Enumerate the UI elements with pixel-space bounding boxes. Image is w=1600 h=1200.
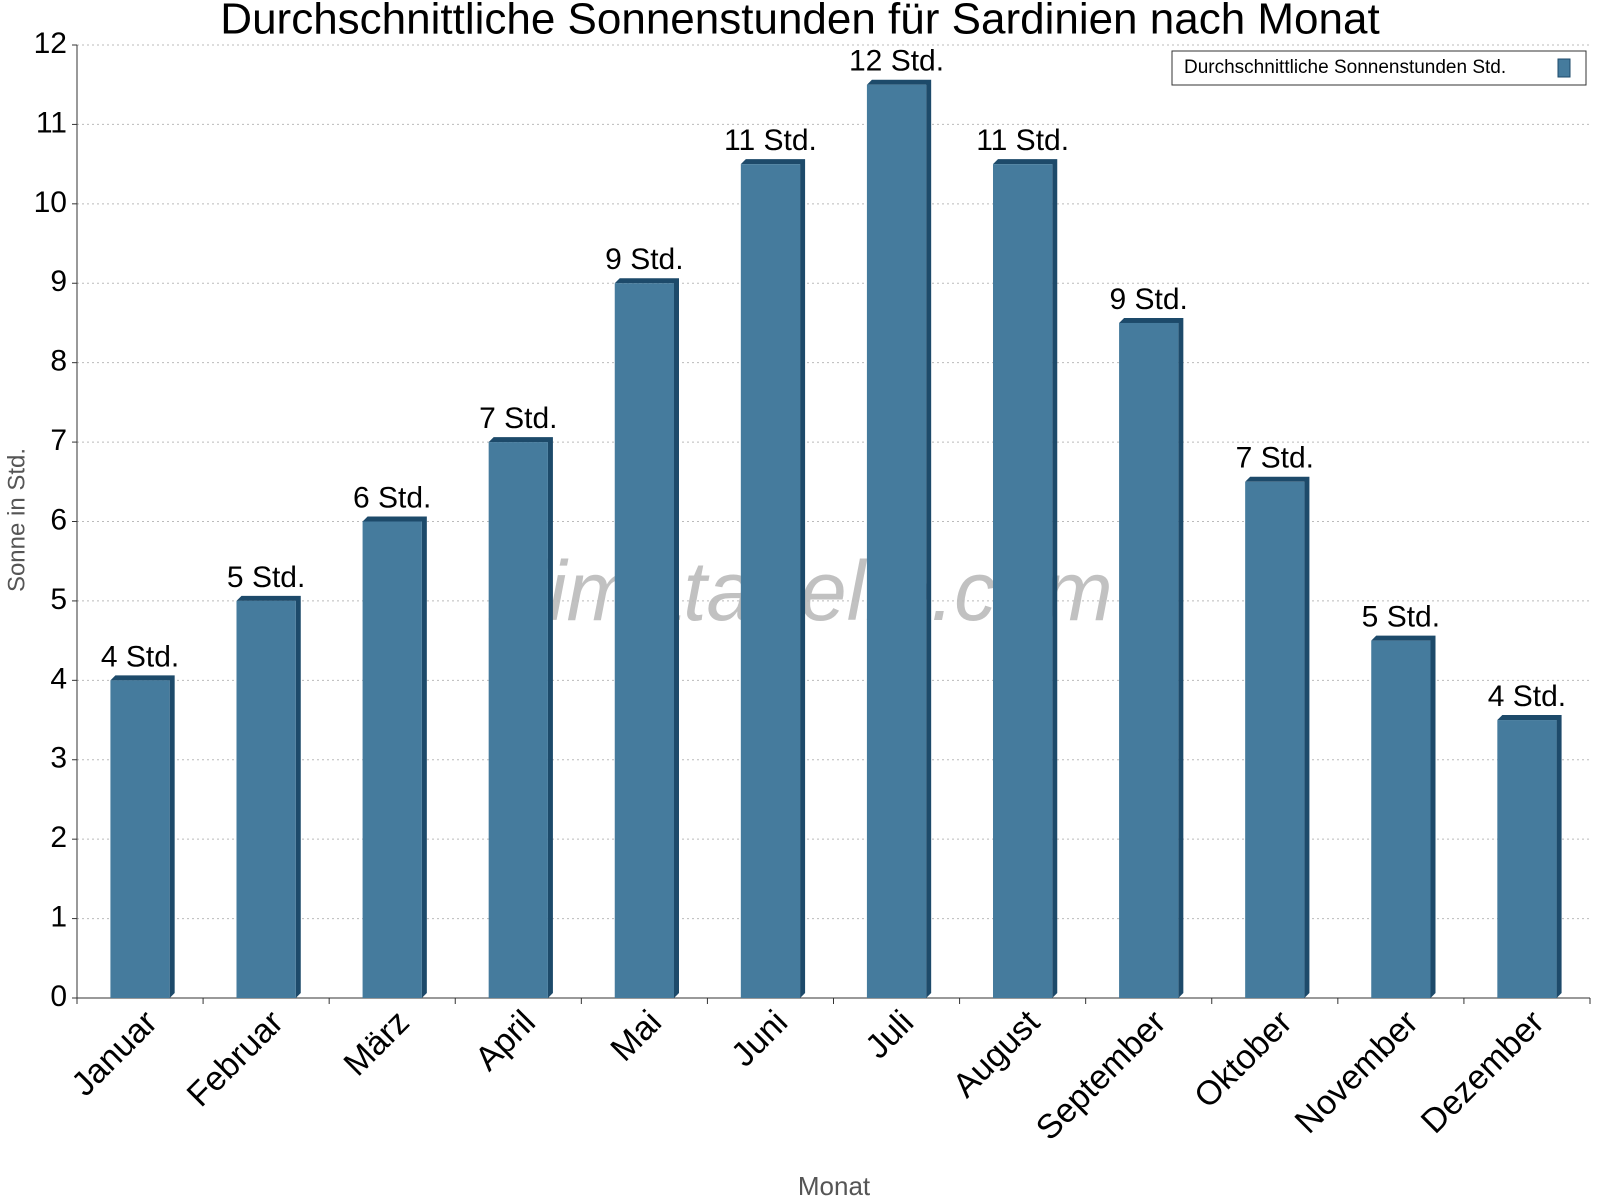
chart-title: Durchschnittliche Sonnenstunden für Sard… [220,0,1379,44]
value-label: 4 Std. [101,640,179,673]
y-tick-label: 5 [50,583,67,616]
bar [1371,640,1431,998]
value-label: 5 Std. [227,561,305,594]
bar [1245,481,1305,999]
value-label: 7 Std. [479,402,557,435]
y-tick-label: 11 [36,106,67,139]
bar [362,521,422,998]
value-label: 11 Std. [976,124,1069,157]
y-tick-label: 7 [50,424,67,457]
y-tick-label: 4 [50,662,67,695]
value-label: 5 Std. [1362,601,1440,634]
y-tick-label: 1 [50,901,67,934]
bar [1497,720,1557,998]
x-axis-label: Monat [798,1171,871,1200]
bar [236,600,296,998]
x-tick-label: Oktober [1187,1003,1299,1115]
value-label: 9 Std. [1110,283,1188,316]
y-tick-label: 10 [34,186,67,219]
y-tick-label: 0 [50,980,67,1013]
bar [992,164,1053,998]
x-tick-label: August [946,1003,1048,1105]
y-tick-label: 6 [50,503,67,536]
x-tick-label: Juni [724,1003,795,1074]
x-tick-label: Februar [180,1003,291,1114]
x-tick-label: Dezember [1414,1003,1552,1141]
x-tick-label: November [1288,1003,1426,1141]
bar [1119,322,1179,998]
y-tick-label: 8 [50,345,67,378]
value-label: 6 Std. [353,481,431,514]
x-tick-label: September [1029,1003,1173,1147]
bar [110,680,170,998]
value-label: 7 Std. [1236,442,1314,475]
value-label: 9 Std. [605,243,683,276]
x-tick-label: April [468,1003,543,1078]
legend-box [1171,50,1587,86]
value-label: 11 Std. [724,124,817,157]
value-label: 12 Std. [849,45,944,78]
legend-label: Durchschnittliche Sonnenstunden Std. [1184,57,1506,78]
x-tick-label: Juli [858,1003,921,1066]
bar [866,84,927,999]
y-tick-label: 2 [50,821,67,854]
y-axis-label: Sonne in Std. [3,448,30,592]
x-tick-label: März [337,1003,417,1083]
bar [488,442,548,998]
legend-swatch [1557,58,1571,78]
y-tick-label: 3 [50,742,67,775]
value-label: 4 Std. [1488,680,1566,713]
y-tick-label: 9 [50,265,67,298]
bar [614,283,675,998]
x-tick-label: Mai [603,1003,669,1069]
y-tick-label: 12 [34,27,67,60]
x-tick-label: Januar [64,1003,164,1103]
bar [740,164,801,998]
legend: Durchschnittliche Sonnenstunden Std. [1171,50,1587,86]
